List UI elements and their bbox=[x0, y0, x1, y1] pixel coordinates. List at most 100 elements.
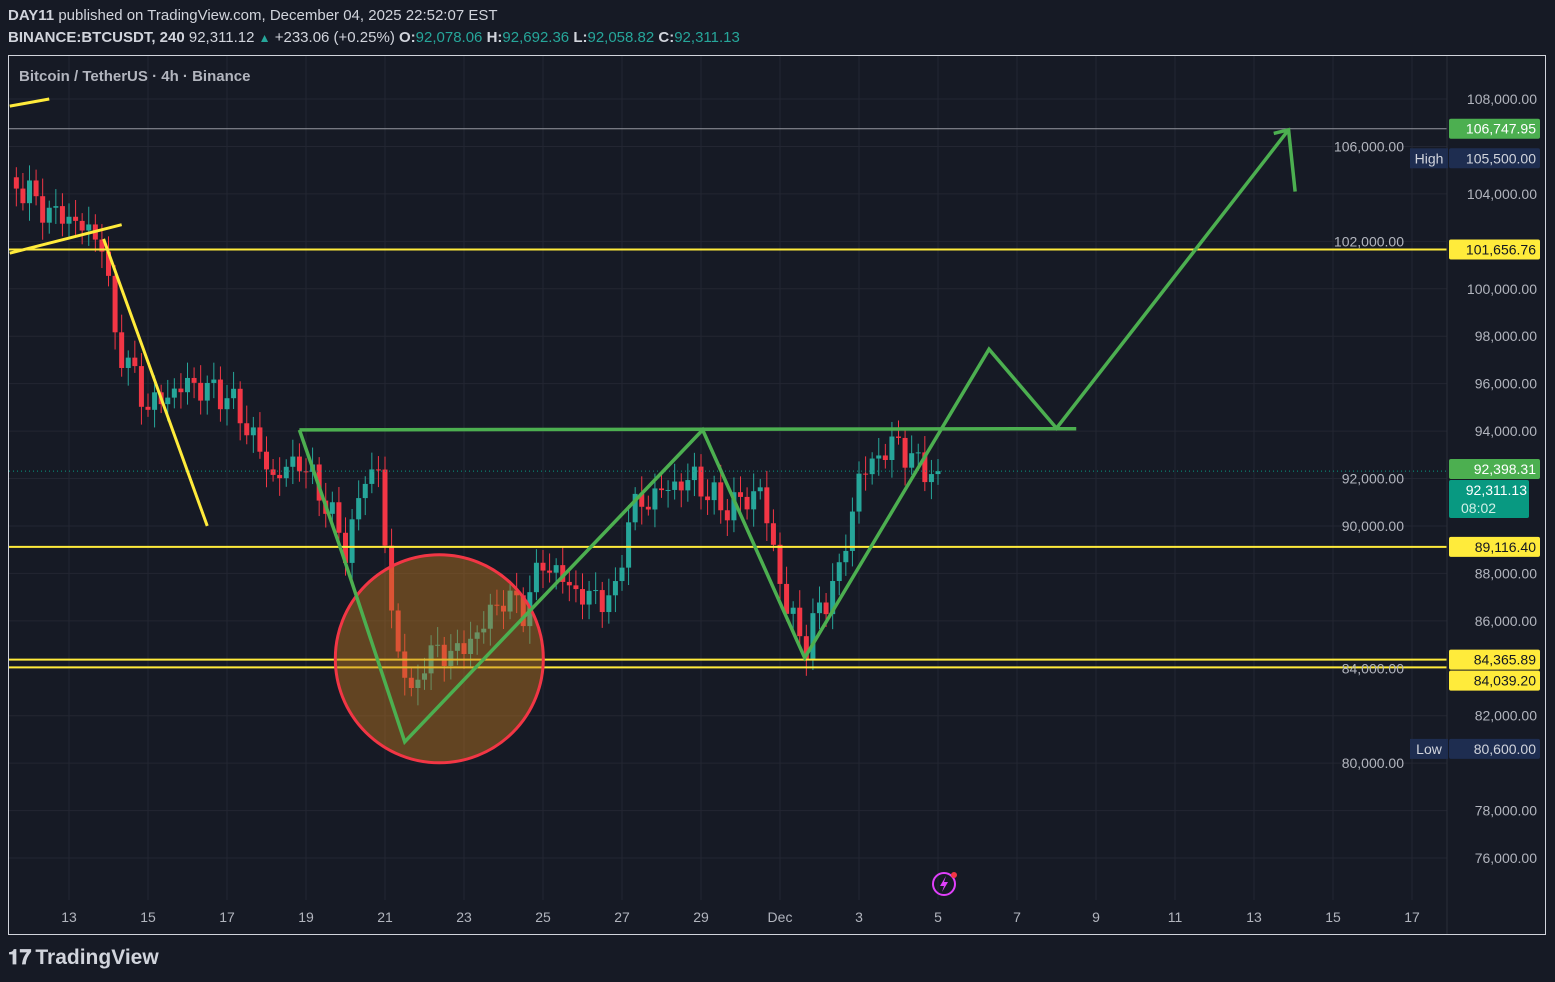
candle-body bbox=[198, 382, 204, 401]
price-label-bg bbox=[1449, 148, 1540, 169]
candle-body bbox=[257, 427, 263, 452]
candle-body bbox=[441, 644, 447, 666]
candle-body bbox=[586, 590, 592, 605]
tradingview-logo[interactable]: 𝟏𝟕 TradingView bbox=[8, 946, 159, 970]
candle-body bbox=[599, 590, 605, 613]
candle-body bbox=[369, 469, 375, 484]
candle-body bbox=[856, 473, 862, 512]
candle-body bbox=[876, 455, 882, 459]
price-label-bg bbox=[1449, 118, 1540, 139]
candle-body bbox=[152, 392, 158, 410]
ohlc-bar: BINANCE:BTCUSDT, 240 92,311.12 ▲ +233.06… bbox=[8, 29, 740, 46]
candle-body bbox=[349, 519, 355, 563]
candle-body bbox=[751, 491, 757, 510]
candle-body bbox=[507, 590, 513, 612]
candle-body bbox=[283, 466, 289, 479]
candle-body bbox=[685, 480, 691, 491]
x-axis-tick: 23 bbox=[456, 909, 472, 925]
candle-body bbox=[803, 636, 809, 659]
publish-info: DAY11 published on TradingView.com, Dece… bbox=[8, 7, 498, 24]
price-label: 80,600.00 bbox=[1474, 741, 1536, 757]
candle-body bbox=[691, 466, 697, 481]
candle-body bbox=[698, 466, 704, 497]
yellow-trendline bbox=[102, 238, 209, 527]
candle-body bbox=[724, 510, 730, 521]
candle-body bbox=[652, 488, 658, 510]
candle-body bbox=[250, 427, 256, 436]
open-label: O: bbox=[399, 29, 416, 46]
x-axis-tick: 7 bbox=[1013, 909, 1021, 925]
price-tag-low: Low bbox=[1416, 741, 1443, 757]
arrow-head bbox=[1273, 127, 1297, 192]
candle-body bbox=[33, 180, 39, 197]
price-tag-bg bbox=[1410, 738, 1448, 759]
price-label-bg bbox=[1449, 738, 1540, 759]
chart-title: Bitcoin / TetherUS · 4h · Binance bbox=[19, 68, 251, 85]
x-axis-tick: 17 bbox=[219, 909, 235, 925]
candle-body bbox=[270, 469, 276, 475]
price-label-bg bbox=[1449, 649, 1540, 670]
candle-body bbox=[165, 397, 171, 405]
candle-body bbox=[606, 595, 612, 613]
candle-body bbox=[520, 595, 526, 627]
candle-body bbox=[547, 570, 553, 573]
y-axis-tick: 106,000.00 bbox=[1334, 138, 1404, 154]
candle-body bbox=[626, 522, 632, 568]
x-axis-tick: 13 bbox=[1246, 909, 1262, 925]
candle-body bbox=[40, 196, 46, 223]
candle-body bbox=[336, 502, 342, 533]
price-tag-high: High bbox=[1415, 150, 1444, 166]
yellow-trendline bbox=[9, 223, 123, 255]
y-axis-tick: 86,000.00 bbox=[1475, 613, 1537, 629]
candle-body bbox=[645, 506, 651, 510]
x-axis-tick: 13 bbox=[61, 909, 77, 925]
low-label: L: bbox=[573, 29, 588, 46]
author[interactable]: DAY11 bbox=[8, 7, 55, 24]
price-label: 89,116.40 bbox=[1475, 539, 1536, 555]
candle-body bbox=[382, 469, 388, 546]
candle-body bbox=[665, 489, 671, 491]
candle-body bbox=[145, 406, 151, 410]
candle-body bbox=[454, 643, 460, 651]
candle-body bbox=[928, 474, 934, 483]
y-axis-tick: 98,000.00 bbox=[1475, 328, 1537, 344]
candle-body bbox=[415, 679, 421, 689]
candle-body bbox=[375, 469, 381, 471]
y-axis-tick: 100,000.00 bbox=[1467, 281, 1537, 297]
candle-body bbox=[797, 607, 803, 637]
x-axis-tick: 15 bbox=[1325, 909, 1341, 925]
candle-body bbox=[237, 388, 243, 424]
x-axis-tick: 27 bbox=[614, 909, 630, 925]
price-change: +233.06 (+0.25%) bbox=[274, 29, 395, 46]
candle-body bbox=[882, 455, 888, 460]
candle-body bbox=[711, 482, 717, 501]
candle-body bbox=[356, 498, 362, 520]
highlight-circle bbox=[333, 553, 545, 765]
candle-body bbox=[481, 628, 487, 633]
candle-body bbox=[422, 673, 427, 680]
symbol: BINANCE:BTCUSDT, 240 bbox=[8, 29, 185, 46]
candle-body bbox=[138, 366, 144, 407]
candle-body bbox=[764, 487, 770, 524]
candle-body bbox=[678, 481, 684, 491]
close-label: C: bbox=[658, 29, 675, 46]
lightning-glyph-icon bbox=[940, 876, 948, 892]
candle-body bbox=[191, 377, 197, 383]
x-axis-tick: 5 bbox=[934, 909, 942, 925]
plot-area bbox=[9, 56, 1447, 900]
candle-body bbox=[290, 456, 296, 467]
y-axis-tick: 96,000.00 bbox=[1475, 376, 1537, 392]
y-axis-tick: 94,000.00 bbox=[1475, 423, 1537, 439]
candle-body bbox=[171, 388, 177, 398]
candle-body bbox=[73, 216, 79, 221]
candle-body bbox=[843, 550, 849, 563]
price-label-bg bbox=[1449, 536, 1540, 557]
candle-body bbox=[277, 474, 283, 479]
candle-body bbox=[830, 581, 836, 615]
publish-text: published on TradingView.com, December 0… bbox=[58, 7, 498, 24]
candle-body bbox=[790, 607, 796, 614]
candle-body bbox=[705, 496, 711, 501]
candle-body bbox=[389, 545, 395, 611]
candle-body bbox=[99, 239, 105, 252]
